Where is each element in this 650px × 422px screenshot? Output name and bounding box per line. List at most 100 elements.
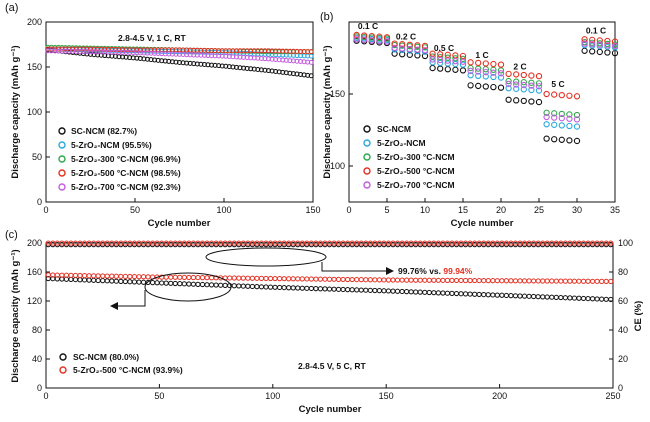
panel-c-point xyxy=(104,273,110,279)
panel-a-xtick-label: 0 xyxy=(43,205,48,215)
panel-c-point xyxy=(322,286,328,292)
panel-c-legend-label: 5-ZrO₂-500 °C-NCM (93.9%) xyxy=(73,365,183,375)
panel-b-point xyxy=(581,40,588,47)
panel-b-point xyxy=(444,57,451,64)
panel-a-ticks: 0 50 100 150 0 50 100 150 200 xyxy=(27,17,321,215)
panel-b-point xyxy=(543,135,550,142)
panel-c-point xyxy=(127,279,133,285)
panel-c-point xyxy=(195,281,201,287)
panel-c-point xyxy=(376,288,382,294)
panel-b-series-3 xyxy=(353,31,619,100)
panel-b-point xyxy=(566,115,573,122)
panel-b-point xyxy=(520,79,527,86)
panel-b-point xyxy=(467,67,474,75)
panel-c-point xyxy=(290,285,296,291)
panel-c-ce-point xyxy=(608,242,614,248)
panel-b-point xyxy=(528,72,535,79)
panel-c-point xyxy=(589,296,596,302)
panel-c-point xyxy=(100,278,106,284)
panel-c-point xyxy=(453,277,460,284)
panel-c-point xyxy=(199,275,206,281)
panel-c-point xyxy=(335,286,342,292)
panel-c-point xyxy=(531,293,537,300)
panel-a-legend-label: 5-ZrO₂-NCM (95.5%) xyxy=(71,140,152,150)
panel-c-point xyxy=(154,280,160,286)
panel-c-point xyxy=(322,276,328,282)
panel-c-point xyxy=(254,284,260,290)
panel-b-point xyxy=(520,71,527,79)
panel-a-ytick-label: 50 xyxy=(32,152,42,162)
panel-b-point xyxy=(497,67,505,74)
panel-b-point xyxy=(573,93,581,100)
panel-b-point xyxy=(361,32,368,39)
panel-c-point xyxy=(385,288,392,294)
panel-c-point xyxy=(444,290,451,296)
panel-b-xtick-label: 25 xyxy=(534,205,544,215)
panel-c-point xyxy=(91,273,97,279)
panel-c-point xyxy=(113,278,119,284)
panel-c-point xyxy=(490,292,496,298)
panel-b-point xyxy=(566,137,573,144)
panel-c-point xyxy=(517,293,523,299)
panel-c-legend-marker xyxy=(59,366,67,374)
panel-c-point xyxy=(227,275,233,281)
panel-b-point xyxy=(558,122,565,129)
panel-a-legend: SC-NCM (82.7%) 5-ZrO₂-NCM (95.5%) 5-ZrO₂-3… xyxy=(58,126,181,192)
ce-value-sc: 99.76% xyxy=(398,266,427,276)
panel-c-point xyxy=(599,296,605,302)
panel-c-point xyxy=(286,276,292,282)
panel-c-point xyxy=(222,282,228,288)
panel-c-conditions: 2.8-4.5 V, 5 C, RT xyxy=(298,361,367,371)
panel-c-legend-marker xyxy=(59,353,67,361)
panel-c-point xyxy=(118,278,124,284)
panel-c-point xyxy=(86,273,92,279)
panel-c-point xyxy=(544,294,550,300)
panel-c-point xyxy=(485,278,491,284)
panel-b-point xyxy=(482,83,489,90)
panel-b-legend-marker xyxy=(363,153,371,161)
panel-b-legend-marker xyxy=(363,167,371,175)
panel-b-xtick-label: 35 xyxy=(610,205,620,215)
panel-c-point xyxy=(458,291,464,297)
panel-c-ytick-label: 200 xyxy=(27,238,42,248)
panel-b-rate-label: 2 C xyxy=(513,62,526,72)
panel-c-point xyxy=(326,286,333,292)
panel-c-point xyxy=(526,278,532,284)
panel-b-point xyxy=(444,66,451,73)
panel-c-point xyxy=(494,292,500,298)
panel-b-point xyxy=(528,82,535,89)
panel-c-point xyxy=(390,288,396,294)
panel-b-point xyxy=(551,121,558,128)
panel-b-point xyxy=(444,54,451,61)
panel-b-point xyxy=(558,115,565,122)
panel-c-point xyxy=(131,273,138,280)
panel-c-point xyxy=(77,272,83,279)
panel-c-point xyxy=(95,277,101,284)
panel-a-ytick-label: 200 xyxy=(27,17,42,27)
panel-c-point xyxy=(277,284,283,291)
panel-c-point xyxy=(435,290,441,296)
panel-b-legend-marker xyxy=(363,139,371,147)
panel-c-point xyxy=(218,282,224,288)
panel-c-point xyxy=(608,296,614,303)
panel-b-point xyxy=(376,37,383,45)
panel-c-point xyxy=(472,291,478,297)
panel-c-ce-point xyxy=(608,240,614,246)
panel-c-point xyxy=(363,287,369,293)
panel-b-series-4 xyxy=(353,36,619,123)
panel-b-point xyxy=(452,55,459,62)
panel-b-point xyxy=(467,59,474,66)
panel-b-legend-marker xyxy=(363,181,371,189)
panel-b-point xyxy=(543,109,550,116)
panel-c-point xyxy=(553,278,559,284)
panel-b-point xyxy=(391,50,398,57)
panel-b-point xyxy=(551,114,558,121)
panel-b-point xyxy=(535,80,543,87)
panel-c-point xyxy=(431,290,437,296)
panel-b-marks xyxy=(353,31,619,145)
panel-b-point xyxy=(505,85,512,92)
panel-a-xtick-label: 100 xyxy=(216,205,231,215)
panel-c-xtick-label: 200 xyxy=(492,391,507,401)
panel-c-point xyxy=(299,276,305,282)
panel-a-series-4 xyxy=(45,48,314,65)
